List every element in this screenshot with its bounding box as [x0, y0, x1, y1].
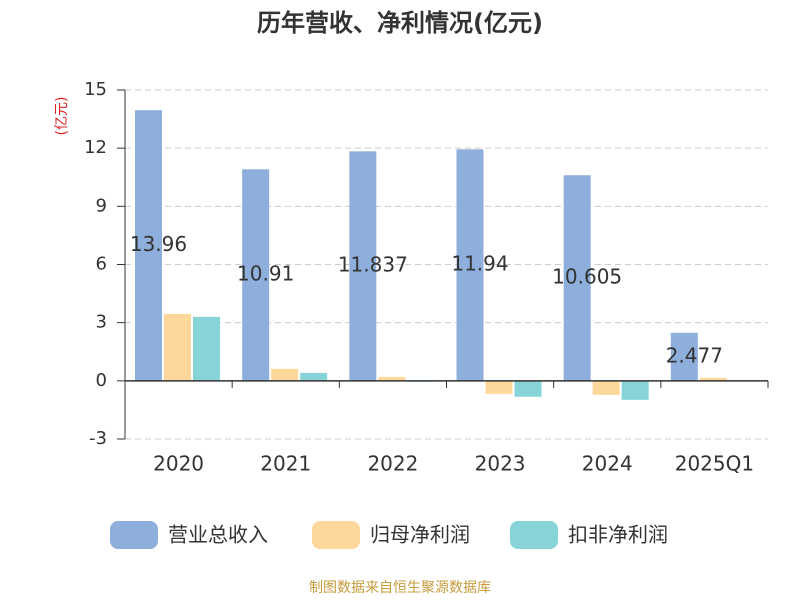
- chart-title: 历年营收、净利情况(亿元): [257, 9, 543, 37]
- bar: [563, 175, 591, 381]
- y-axis-title: (亿元): [54, 97, 70, 136]
- bar: [300, 372, 328, 381]
- data-label: 10.605: [552, 265, 622, 289]
- legend-label: 扣非净利润: [568, 523, 668, 547]
- data-label: 13.96: [130, 232, 187, 256]
- y-tick-label: -3: [89, 428, 107, 449]
- legend-label: 归母净利润: [370, 523, 470, 547]
- data-label: 10.91: [237, 262, 294, 286]
- x-tick-label: 2024: [582, 452, 633, 476]
- y-tick-label: 15: [84, 79, 107, 100]
- bar: [699, 377, 727, 381]
- x-tick-label: 2021: [260, 452, 311, 476]
- bar: [621, 380, 649, 400]
- legend-swatch: [510, 521, 558, 549]
- x-tick-label: 2023: [475, 452, 526, 476]
- y-tick-label: 9: [96, 195, 107, 216]
- bar: [378, 376, 406, 381]
- bar: [193, 316, 220, 381]
- bar: [485, 380, 513, 394]
- data-label: 11.837: [338, 253, 408, 277]
- bar: [349, 151, 377, 381]
- y-tick-label: 6: [96, 254, 107, 275]
- bar: [592, 380, 620, 395]
- legend-label: 营业总收入: [168, 523, 268, 547]
- bar: [514, 380, 542, 397]
- x-tick-label: 2022: [367, 452, 418, 476]
- bar: [456, 149, 484, 381]
- y-tick-label: 0: [96, 370, 107, 391]
- y-tick-label: 12: [84, 137, 107, 158]
- y-tick-label: 3: [96, 312, 107, 333]
- source-note: 制图数据来自恒生聚源数据库: [309, 580, 491, 596]
- legend-swatch: [110, 521, 158, 549]
- x-tick-label: 2025Q1: [675, 452, 754, 476]
- data-label: 2.477: [666, 343, 723, 367]
- bar: [242, 169, 270, 381]
- legend-swatch: [312, 521, 360, 549]
- bar: [164, 313, 191, 381]
- bar: [271, 368, 299, 381]
- x-tick-label: 2020: [153, 452, 204, 476]
- bar: [135, 110, 162, 381]
- data-label: 11.94: [451, 252, 508, 276]
- bar: [670, 332, 698, 381]
